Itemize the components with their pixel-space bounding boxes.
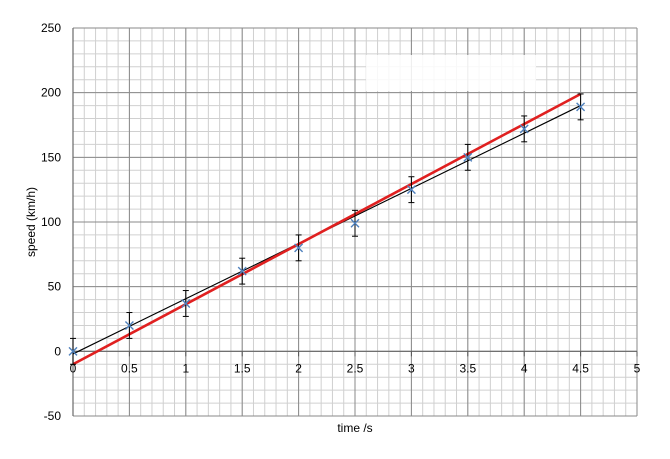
data-point-stroke <box>237 266 247 276</box>
x-tick-label: 4.5 <box>572 361 589 375</box>
data-point-stroke <box>350 218 360 228</box>
x-tick-label: 1.5 <box>234 361 251 375</box>
data-point-stroke <box>181 298 191 308</box>
data-point <box>406 185 416 195</box>
y-tick-label: 50 <box>48 280 62 294</box>
data-point-stroke <box>406 185 416 195</box>
x-tick-label: 3 <box>408 361 415 375</box>
fit-lines <box>72 92 582 366</box>
data-point <box>294 243 304 253</box>
legend-whiteout <box>366 55 536 91</box>
x-tick-label: 3.5 <box>459 361 476 375</box>
tick-labels: 0 0.5 1 1.5 2 2.5 3 3.5 4 4.5 5 -50 0 50 100 150 200 250 <box>41 21 641 423</box>
y-tick-label: 250 <box>41 21 61 35</box>
data-points <box>68 102 586 356</box>
data-point <box>124 320 134 330</box>
y-tick-label: 150 <box>41 150 61 164</box>
x-tick-label: 1 <box>182 361 189 375</box>
x-tick-label: 5 <box>634 361 641 375</box>
data-point <box>181 298 191 308</box>
data-point <box>237 266 247 276</box>
x-tick-label: 0.5 <box>121 361 138 375</box>
y-axis-label: speed (km/h) <box>24 187 38 257</box>
data-point-stroke <box>294 243 304 253</box>
x-tick-label: 2 <box>295 361 302 375</box>
data-point <box>463 152 473 162</box>
y-tick-label: 100 <box>41 215 61 229</box>
data-point <box>68 346 78 356</box>
x-tick-label: 2.5 <box>347 361 364 375</box>
x-tick-label: 4 <box>521 361 528 375</box>
error-bars <box>70 93 584 365</box>
y-tick-label: 0 <box>54 344 61 358</box>
y-tick-label: 200 <box>41 86 61 100</box>
data-point <box>519 124 529 134</box>
data-point <box>350 218 360 228</box>
fit-line-red <box>72 92 582 366</box>
y-tick-label: -50 <box>44 409 62 423</box>
data-point-stroke <box>463 152 473 162</box>
data-point-stroke <box>124 320 134 330</box>
x-tick-label: 0 <box>70 361 77 375</box>
x-axis-label: time /s <box>337 421 372 435</box>
data-point <box>576 102 586 112</box>
data-point-stroke <box>576 102 586 112</box>
data-point-stroke <box>68 346 78 356</box>
grid <box>72 27 638 417</box>
data-point-stroke <box>519 124 529 134</box>
